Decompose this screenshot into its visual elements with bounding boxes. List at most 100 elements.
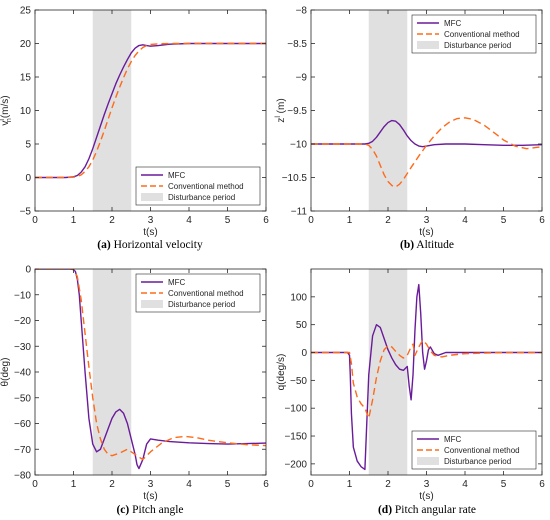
y-tick-label: 0: [301, 348, 307, 359]
legend-label-mfc: MFC: [168, 278, 186, 287]
x-tick-label: 4: [186, 479, 192, 490]
y-tick-label: 15: [20, 73, 32, 84]
x-tick-label: 4: [462, 479, 468, 490]
legend-label-conventional: Conventional method: [444, 446, 520, 455]
legend: MFC Conventional method Disturbance period: [135, 166, 261, 206]
x-tick-label: 3: [424, 479, 430, 490]
y-tick-label: −60: [14, 419, 31, 430]
caption-text: Altitude: [414, 239, 454, 251]
x-axis-label: t(s): [419, 491, 433, 502]
y-tick-label: −5: [20, 207, 32, 218]
disturbance-band: [368, 10, 408, 211]
x-tick-label: 1: [347, 479, 353, 490]
legend-swatch-disturbance: [141, 300, 163, 308]
x-tick-label: 5: [501, 479, 507, 490]
x-tick-label: 2: [109, 479, 115, 490]
y-tick-label: −50: [14, 393, 31, 404]
x-tick-label: 3: [424, 215, 430, 226]
caption-letter: (a): [97, 239, 111, 251]
legend-label-disturbance: Disturbance period: [168, 300, 235, 309]
chart-b: 0 1 2 3 4 5 6 −11 −10.5 −10 −9.5 −9 −8.5 −8 t(s) zl (m)…: [275, 6, 545, 252]
x-tick-label: 3: [148, 215, 154, 226]
panel-caption: (a) Horizontal velocity: [97, 239, 203, 251]
caption-text: Pitch angle: [129, 504, 183, 516]
y-tick-label: −40: [14, 368, 31, 379]
series-line-conventional: [311, 339, 542, 419]
y-tick-label: −10: [290, 140, 307, 151]
y-tick-label: −100: [284, 404, 307, 415]
legend-swatch-disturbance: [417, 41, 439, 49]
caption-text: Pitch angular rate: [392, 504, 476, 516]
x-axis-label: t(s): [419, 227, 433, 238]
y-tick-label: −8.5: [287, 39, 307, 50]
legend-label-disturbance: Disturbance period: [444, 457, 511, 466]
x-tick-label: 1: [71, 215, 77, 226]
x-tick-label: 6: [539, 479, 545, 490]
panel-caption: (c) Pitch angle: [116, 504, 183, 516]
x-tick-label: 2: [385, 479, 391, 490]
y-tick-label: −30: [14, 342, 31, 353]
legend-box: [135, 166, 261, 206]
legend: MFC Conventional method Disturbance period: [411, 430, 537, 470]
y-tick-label: 100: [290, 292, 307, 303]
chart-a: 0123456−50510152025t(s)vln(m/s)MFCConven…: [0, 6, 269, 252]
series-line-conventional: [35, 269, 266, 461]
disturbance-band: [368, 269, 408, 475]
x-tick-label: 4: [462, 215, 468, 226]
legend-swatch-disturbance: [141, 193, 163, 201]
y-tick-label: −200: [284, 459, 307, 470]
x-tick-label: 0: [308, 479, 314, 490]
chart-c: 0 1 2 3 4 5 6 −80 −70 −60 −50 −40 −30 −20 −10 0 t(s) θ(de…: [0, 265, 269, 517]
panel-caption: (b) Altitude: [400, 239, 454, 251]
legend-swatch-disturbance: [417, 457, 439, 465]
y-axis-label: vln(m/s): [0, 95, 13, 125]
y-tick-label: −11: [291, 207, 308, 218]
x-tick-label: 5: [501, 215, 507, 226]
y-tick-label: 0: [25, 173, 31, 184]
x-tick-label: 0: [308, 215, 314, 226]
x-tick-label: 0: [32, 215, 38, 226]
x-tick-label: 5: [225, 479, 231, 490]
caption-text: Horizontal velocity: [111, 239, 203, 251]
legend-label-disturbance: Disturbance period: [168, 193, 235, 202]
caption-letter: (d): [378, 504, 392, 516]
x-tick-label: 6: [263, 215, 269, 226]
y-tick-label: −80: [14, 471, 31, 482]
y-axis-label: q(deg/s): [276, 354, 287, 391]
caption-letter: (b): [400, 239, 414, 251]
panel-caption: (d) Pitch angular rate: [378, 504, 476, 516]
x-tick-label: 0: [32, 479, 38, 490]
disturbance-band: [92, 10, 132, 211]
legend-label-conventional: Conventional method: [444, 30, 520, 39]
y-tick-label: 5: [25, 140, 31, 151]
x-tick-label: 6: [263, 479, 269, 490]
y-tick-label: −50: [290, 376, 307, 387]
x-axis-label: t(s): [143, 227, 157, 238]
series-line-mfc: [35, 42, 266, 179]
y-tick-label: −70: [14, 445, 31, 456]
x-axis-label: t(s): [143, 491, 157, 502]
legend: MFC Conventional method Disturbance period: [135, 273, 261, 313]
y-tick-label: −10.5: [282, 173, 308, 184]
legend-label-disturbance: Disturbance period: [444, 41, 511, 50]
x-tick-label: 1: [71, 479, 77, 490]
x-tick-label: 2: [385, 215, 391, 226]
caption-letter: (c): [116, 504, 129, 516]
y-tick-label: −8: [296, 6, 308, 17]
y-tick-label: −10: [14, 290, 31, 301]
x-tick-label: 3: [148, 479, 154, 490]
y-tick-label: 10: [20, 106, 32, 117]
y-tick-label: 0: [25, 265, 31, 276]
y-tick-label: 50: [296, 320, 308, 331]
series-line-mfc: [311, 119, 542, 148]
x-tick-label: 2: [109, 215, 115, 226]
disturbance-band: [92, 269, 132, 475]
y-tick-label: −150: [284, 432, 307, 443]
x-tick-label: 5: [225, 215, 231, 226]
x-tick-label: 6: [539, 215, 545, 226]
x-tick-label: 1: [347, 215, 353, 226]
series-line-mfc: [311, 283, 542, 471]
y-axis-label: zl (m): [275, 98, 287, 122]
legend-label-conventional: Conventional method: [168, 289, 244, 298]
